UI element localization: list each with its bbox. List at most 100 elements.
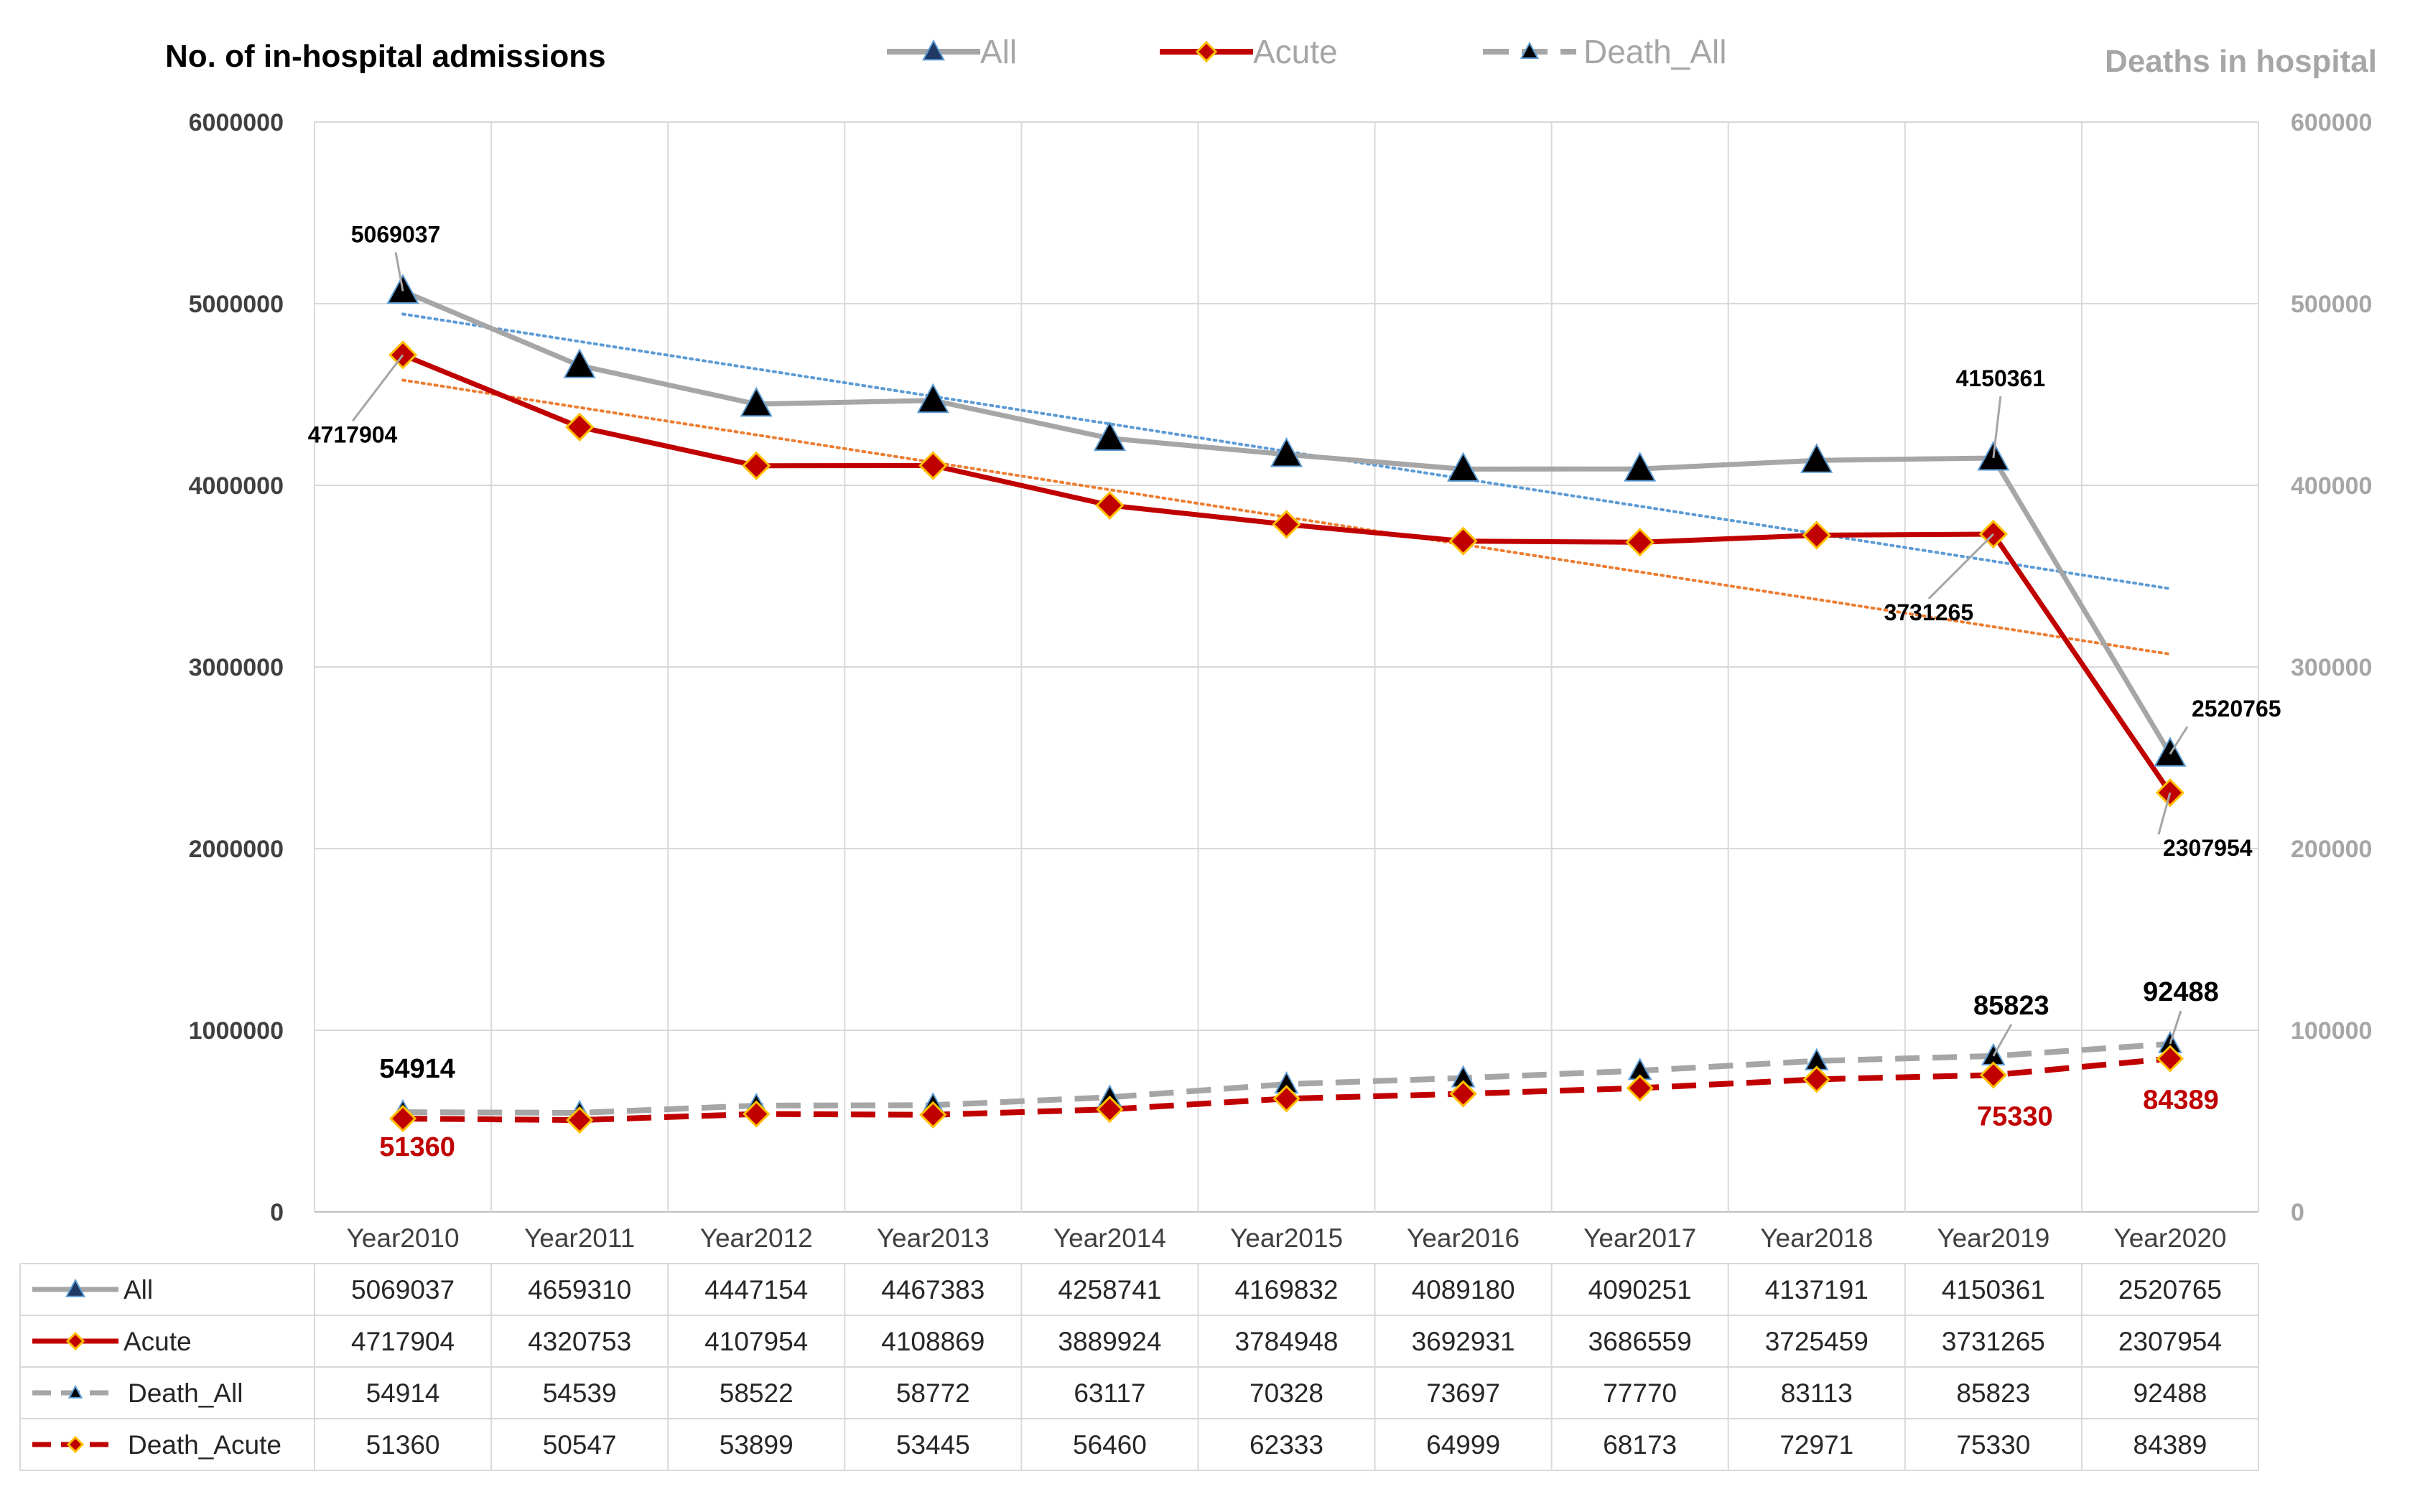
table-row-label: Acute [124, 1327, 192, 1356]
data-label-leader [1992, 396, 2002, 459]
marker-acute [918, 451, 948, 480]
legend: All Acute Death_All [887, 33, 1726, 70]
table-cell: 73697 [1426, 1378, 1500, 1408]
table-legend-key-marker [65, 1331, 85, 1351]
marker-death_acute [566, 1106, 594, 1134]
series-line-death_all [403, 1041, 2171, 1116]
left-axis-tick: 3000000 [189, 654, 284, 681]
table-row-label: Death_Acute [128, 1430, 281, 1460]
table-cell: 3692931 [1412, 1327, 1515, 1356]
table-cell: 4717904 [351, 1327, 455, 1356]
marker-acute [1625, 528, 1655, 557]
category-label: Year2013 [877, 1223, 990, 1253]
left-axis-tick: 4000000 [189, 472, 284, 500]
marker-acute [1272, 510, 1301, 539]
marker-all [1624, 452, 1657, 482]
table-cell: 58522 [720, 1378, 794, 1408]
category-label: Year2017 [1583, 1223, 1696, 1253]
data-label-leader [2169, 1010, 2182, 1045]
table-cell: 3725459 [1765, 1327, 1869, 1356]
category-label: Year2015 [1230, 1223, 1343, 1253]
series-line-death_acute [403, 1055, 2171, 1124]
table-cell: 54914 [366, 1378, 440, 1408]
data-label-leader [2157, 792, 2172, 835]
marker-all [740, 386, 773, 417]
table-cell: 77770 [1603, 1378, 1677, 1408]
data-label: 92488 [2143, 977, 2219, 1007]
table-cell: 56460 [1073, 1430, 1147, 1460]
data-label: 51360 [379, 1132, 455, 1162]
right-axis-tick: 300000 [2291, 654, 2372, 681]
marker-acute [742, 451, 771, 480]
data-label-leader [394, 252, 404, 291]
marker-acute [1095, 490, 1125, 520]
table-cell: 83113 [1781, 1378, 1853, 1408]
data-label: 4150361 [1956, 365, 2046, 391]
table-cell: 3889924 [1058, 1327, 1161, 1356]
legend-label: Death_All [1583, 33, 1726, 70]
data-label: 2307954 [2163, 835, 2253, 861]
table-cell: 4659310 [528, 1275, 631, 1305]
category-label: Year2018 [1760, 1223, 1873, 1253]
table-cell: 62333 [1250, 1430, 1323, 1460]
marker-all [916, 383, 949, 414]
category-label: Year2010 [347, 1223, 460, 1253]
marker-all [1447, 452, 1480, 482]
data-label: 84389 [2143, 1085, 2219, 1115]
marker-all [1093, 421, 1126, 452]
legend-label: All [980, 33, 1017, 70]
table-cell: 4089180 [1412, 1275, 1515, 1305]
table-cell: 68173 [1603, 1430, 1677, 1460]
table-row-label: All [124, 1275, 153, 1305]
left-axis: 0 1000000 2000000 3000000 4000000 5000000 6000… [189, 109, 284, 1226]
table-cell: 4107954 [704, 1327, 808, 1356]
table-legend-key-marker [65, 1278, 86, 1297]
data-label-leader [1927, 533, 1994, 600]
legend-key-marker [1520, 41, 1540, 59]
marker-death_acute [1802, 1065, 1830, 1093]
data-label: 54914 [379, 1054, 455, 1084]
table-cell: 54539 [543, 1378, 617, 1408]
marker-acute [1448, 526, 1478, 556]
data-label-leader [1992, 1024, 2013, 1057]
table-cell: 5069037 [351, 1275, 455, 1305]
marker-death_acute [1096, 1096, 1124, 1124]
marker-death_acute [1449, 1080, 1477, 1108]
table-cell: 75330 [1956, 1430, 2030, 1460]
table-cell: 72971 [1779, 1430, 1853, 1460]
legend-key-marker [922, 39, 945, 61]
right-axis-tick: 0 [2291, 1199, 2304, 1226]
right-axis-tick: 600000 [2291, 109, 2372, 136]
table-cell: 85823 [1956, 1378, 2030, 1408]
marker-all [563, 348, 596, 378]
left-axis-tick: 5000000 [189, 291, 284, 318]
table-cell: 84389 [2134, 1430, 2207, 1460]
chart-title: No. of in-hospital admissions [165, 39, 606, 74]
data-labels: 5069037 4717904 4150361 3731265 2520765 23079… [308, 222, 2281, 1163]
data-label: 5069037 [351, 222, 441, 248]
table-cell: 3784948 [1234, 1327, 1338, 1356]
table-cell: 2520765 [2118, 1275, 2222, 1305]
table-cell: 70328 [1250, 1378, 1323, 1408]
category-label: Year2012 [700, 1223, 813, 1253]
table-cell: 53899 [720, 1430, 794, 1460]
right-axis-tick: 500000 [2291, 291, 2372, 318]
data-label: 2520765 [2192, 696, 2281, 722]
table-cell: 3686559 [1588, 1327, 1692, 1356]
right-axis-title: Deaths in hospital [2105, 44, 2377, 79]
marker-death_acute [388, 1104, 417, 1133]
legend-key-marker [1195, 40, 1218, 63]
table-cell: 4447154 [704, 1275, 808, 1305]
data-label-leader [2169, 726, 2189, 755]
table-legend-key-marker [66, 1435, 85, 1454]
table-cell: 63117 [1074, 1378, 1145, 1408]
table-cell: 4108869 [881, 1327, 985, 1356]
table-cell: 58772 [896, 1378, 970, 1408]
data-label-leader [351, 354, 404, 422]
right-axis-tick: 200000 [2291, 836, 2372, 863]
data-label: 3731265 [1884, 599, 1974, 625]
marker-acute [565, 412, 595, 442]
data-label: 75330 [1977, 1101, 2053, 1131]
